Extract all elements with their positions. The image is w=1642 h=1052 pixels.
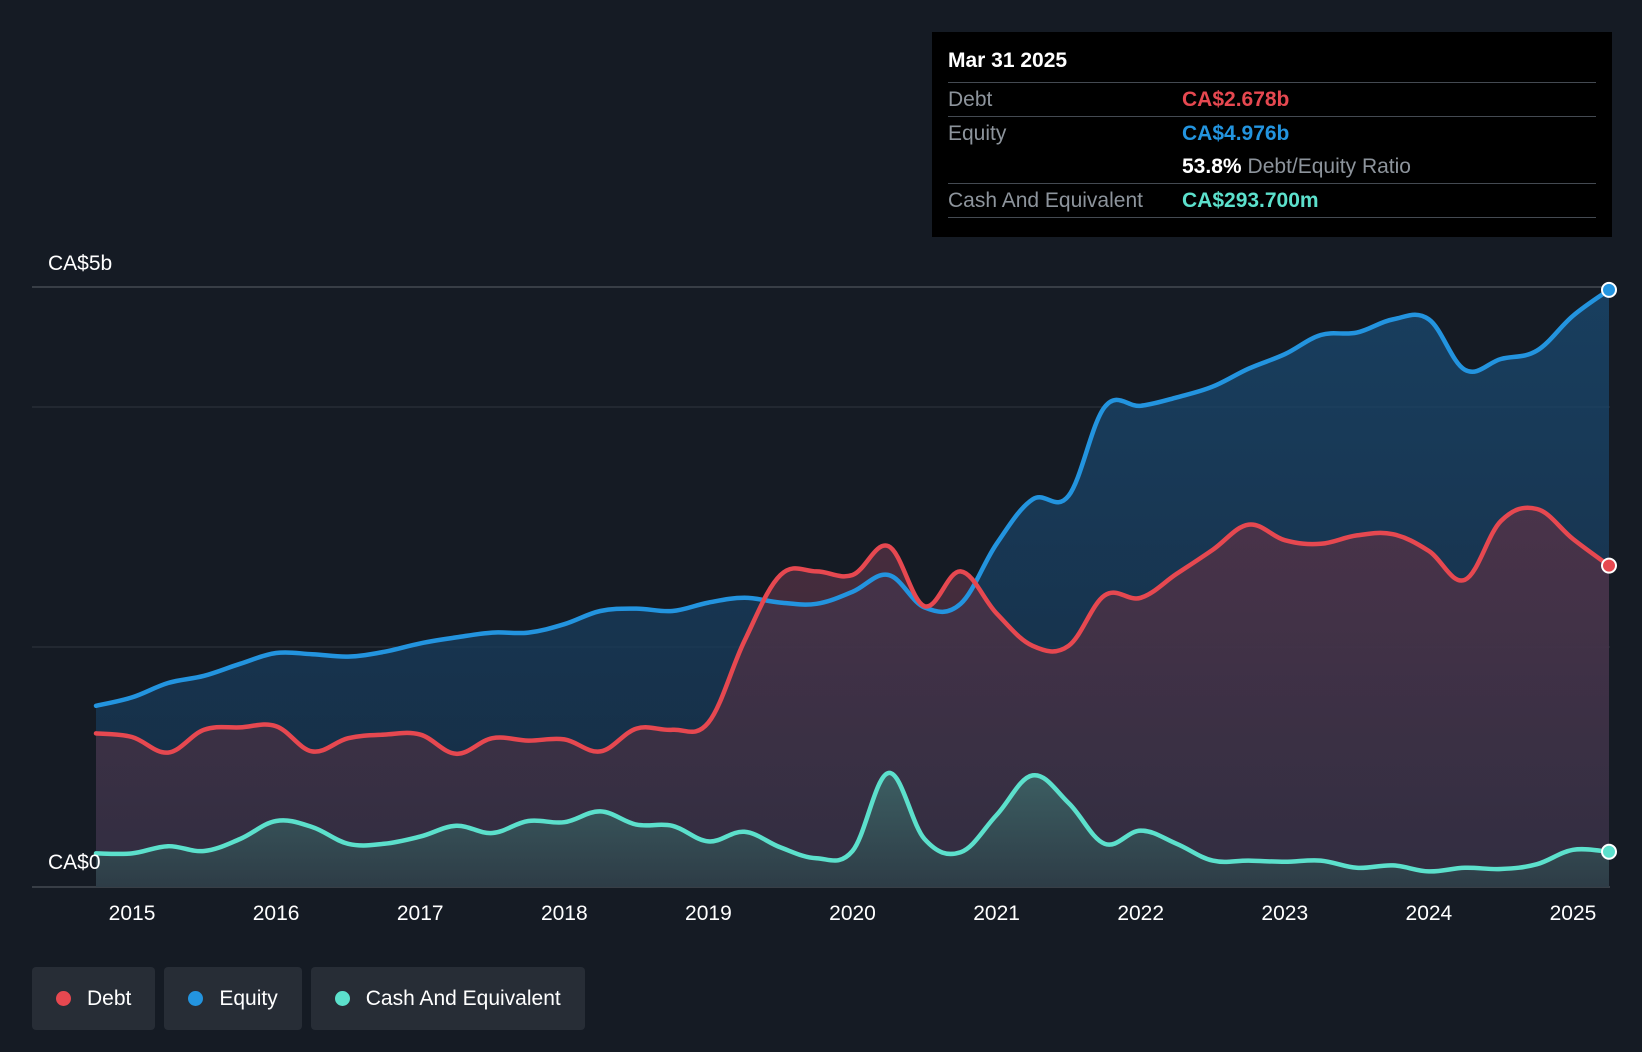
debt-dot-icon (56, 991, 71, 1006)
equity-line (93, 287, 1612, 709)
x-tick-label: 2020 (829, 902, 876, 925)
x-tick-label: 2019 (685, 902, 732, 925)
x-tick-label: 2025 (1550, 902, 1597, 925)
tooltip-ratio-value: 53.8% (1182, 155, 1242, 178)
debt-area (96, 507, 1609, 887)
tooltip-debt-row: Debt CA$2.678b (948, 83, 1596, 117)
tooltip-debt-label: Debt (948, 88, 993, 111)
equity-dot-icon (188, 991, 204, 1006)
marker-layer (1601, 281, 1617, 860)
x-axis-ticks: 2015 2016 2017 2018 2019 2020 2021 2022 2023 2024… (109, 902, 1597, 925)
tooltip-cash-label: Cash And Equivalent (948, 189, 1143, 212)
legend-item-equity[interactable]: Equity (164, 967, 302, 1030)
line-layer (93, 287, 1612, 874)
equity-end-marker (1601, 281, 1617, 298)
legend-item-debt[interactable]: Debt (32, 967, 156, 1030)
x-tick-label: 2016 (253, 902, 300, 925)
x-tick-label: 2021 (973, 902, 1020, 925)
tooltip-equity-row: Equity CA$4.976b (948, 117, 1596, 150)
tooltip-cash-row: Cash And Equivalent CA$293.700m (948, 184, 1596, 218)
tooltip-panel: Mar 31 2025 Debt CA$2.678b Equity CA$4.9… (932, 32, 1612, 237)
debt-end-marker (1601, 557, 1617, 574)
x-tick-label: 2017 (397, 902, 444, 925)
legend-cash-label: Cash And Equivalent (365, 986, 561, 1010)
tooltip-cash-value: CA$293.700m (1182, 189, 1319, 212)
tooltip-ratio-label: Debt/Equity Ratio (1247, 155, 1411, 178)
tooltip-ratio-row: 53.8% Debt/Equity Ratio (948, 150, 1596, 184)
tooltip-debt-value: CA$2.678b (1182, 88, 1290, 111)
y-axis-bottom-label: CA$0 (48, 851, 101, 874)
tooltip-equity-value: CA$4.976b (1182, 122, 1290, 145)
x-tick-label: 2023 (1261, 902, 1308, 925)
legend-item-cash[interactable]: Cash And Equivalent (310, 967, 585, 1030)
cash-and-equivalent-end-marker (1601, 843, 1617, 860)
x-tick-label: 2018 (541, 902, 588, 925)
debt-line (93, 505, 1612, 757)
tooltip-date: Mar 31 2025 (948, 46, 1596, 83)
x-tick-label: 2024 (1406, 902, 1453, 925)
legend-debt-label: Debt (87, 986, 132, 1010)
y-axis-top-label: CA$5b (48, 252, 112, 275)
area-layer (96, 289, 1609, 887)
cash-and-equivalent-area (96, 772, 1609, 887)
cash-dot-icon (334, 991, 350, 1006)
legend: Debt Equity Cash And Equivalent (32, 967, 585, 1030)
x-tick-label: 2022 (1117, 902, 1164, 925)
legend-equity-label: Equity (219, 986, 278, 1010)
tooltip-equity-label: Equity (948, 122, 1007, 145)
cash-and-equivalent-line (93, 770, 1612, 874)
x-tick-label: 2015 (109, 902, 156, 925)
